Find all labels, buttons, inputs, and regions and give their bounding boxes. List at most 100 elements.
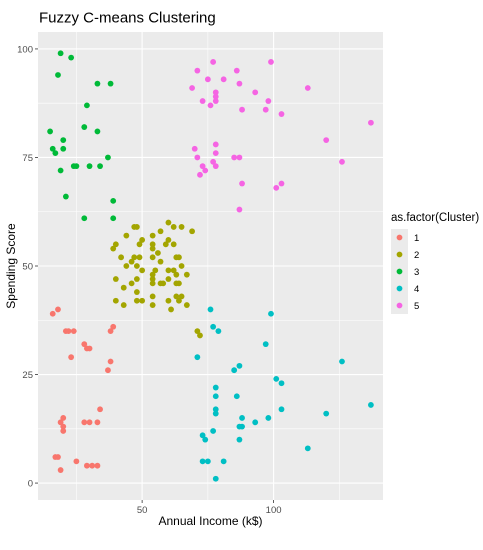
data-point-cluster-2 <box>133 297 140 304</box>
data-point-cluster-2 <box>197 332 203 339</box>
data-point-cluster-4 <box>202 436 209 443</box>
y-tick-label: 0 <box>28 479 33 490</box>
data-point-cluster-2 <box>149 271 156 278</box>
data-point-cluster-4 <box>278 380 285 387</box>
data-point-cluster-5 <box>231 154 238 161</box>
data-point-cluster-1 <box>105 367 111 374</box>
legend-label-1: 1 <box>414 233 419 244</box>
data-point-cluster-1 <box>107 328 114 335</box>
data-point-cluster-1 <box>89 462 96 469</box>
data-point-cluster-4 <box>323 410 330 417</box>
data-point-cluster-4 <box>212 475 219 482</box>
data-point-cluster-5 <box>239 180 245 187</box>
legend-symbol-2 <box>396 251 403 258</box>
data-point-cluster-2 <box>120 284 127 291</box>
y-tick-label: 25 <box>22 370 33 381</box>
data-point-cluster-5 <box>368 119 374 126</box>
data-point-cluster-3 <box>47 128 53 135</box>
data-point-cluster-3 <box>60 137 67 144</box>
data-point-cluster-3 <box>105 154 111 161</box>
y-tick-label: 100 <box>17 44 33 55</box>
data-point-cluster-1 <box>86 419 93 426</box>
data-point-cluster-2 <box>123 232 130 239</box>
data-point-cluster-2 <box>165 276 172 282</box>
data-point-cluster-5 <box>212 141 219 148</box>
legend-symbol-5 <box>396 302 403 309</box>
data-point-cluster-2 <box>194 328 201 335</box>
data-point-cluster-1 <box>81 341 88 348</box>
data-point-cluster-3 <box>57 167 64 174</box>
data-point-cluster-4 <box>304 445 311 452</box>
data-point-cluster-1 <box>60 423 67 430</box>
data-point-cluster-2 <box>149 245 156 252</box>
data-point-cluster-2 <box>128 280 135 287</box>
data-point-cluster-5 <box>268 59 274 65</box>
data-point-cluster-1 <box>55 306 61 313</box>
data-point-cluster-2 <box>176 254 182 261</box>
data-point-cluster-4 <box>215 328 222 335</box>
data-point-cluster-2 <box>165 219 172 226</box>
data-point-cluster-2 <box>133 263 140 269</box>
data-point-cluster-1 <box>94 419 101 426</box>
data-point-cluster-1 <box>60 415 67 421</box>
data-point-cluster-3 <box>110 197 117 204</box>
x-tick-label: 100 <box>266 505 282 516</box>
data-point-cluster-4 <box>231 367 238 374</box>
data-point-cluster-2 <box>152 267 159 274</box>
data-point-cluster-2 <box>160 280 167 287</box>
data-point-cluster-1 <box>49 310 56 317</box>
data-point-cluster-5 <box>265 98 272 104</box>
data-point-cluster-2 <box>165 237 172 243</box>
data-point-cluster-5 <box>339 158 345 165</box>
data-point-cluster-1 <box>110 323 117 330</box>
data-point-cluster-3 <box>110 215 117 222</box>
data-point-cluster-2 <box>149 302 156 308</box>
data-point-cluster-2 <box>139 237 146 243</box>
data-point-cluster-3 <box>81 215 88 222</box>
data-point-cluster-2 <box>136 241 143 248</box>
data-point-cluster-1 <box>60 428 67 434</box>
data-point-cluster-3 <box>107 80 114 87</box>
data-point-cluster-4 <box>262 341 269 348</box>
data-point-cluster-2 <box>110 245 117 252</box>
data-point-cluster-2 <box>123 263 130 269</box>
data-point-cluster-2 <box>139 267 146 274</box>
data-point-cluster-3 <box>86 163 93 170</box>
y-tick-label: 50 <box>22 262 33 273</box>
data-point-cluster-5 <box>194 154 201 161</box>
data-point-cluster-5 <box>278 111 285 117</box>
data-point-cluster-2 <box>149 276 156 282</box>
data-point-cluster-2 <box>170 241 177 248</box>
data-point-cluster-1 <box>68 354 75 361</box>
data-point-cluster-2 <box>189 228 195 235</box>
data-point-cluster-5 <box>189 85 195 91</box>
data-point-cluster-4 <box>199 432 206 439</box>
data-point-cluster-4 <box>204 458 211 465</box>
data-point-cluster-5 <box>262 106 269 113</box>
data-point-cluster-4 <box>236 436 243 443</box>
data-point-cluster-3 <box>62 193 69 200</box>
data-point-cluster-4 <box>339 358 345 365</box>
data-point-cluster-5 <box>212 98 219 104</box>
x-axis-title: Annual Income (k$) <box>158 514 262 528</box>
data-point-cluster-2 <box>183 302 190 308</box>
data-point-cluster-4 <box>233 393 240 400</box>
data-point-cluster-5 <box>202 167 209 174</box>
data-point-cluster-2 <box>149 280 156 287</box>
data-point-cluster-2 <box>139 297 146 304</box>
data-point-cluster-3 <box>57 50 64 57</box>
data-point-cluster-2 <box>155 250 161 256</box>
data-point-cluster-2 <box>173 271 180 278</box>
data-point-cluster-4 <box>194 354 201 361</box>
data-point-cluster-2 <box>112 276 119 282</box>
data-point-cluster-5 <box>236 154 243 161</box>
data-point-cluster-2 <box>157 258 164 265</box>
data-point-cluster-2 <box>149 254 156 261</box>
data-point-cluster-3 <box>73 163 80 170</box>
data-point-cluster-5 <box>212 89 219 96</box>
data-point-cluster-1 <box>81 419 88 426</box>
legend-label-3: 3 <box>414 267 419 278</box>
data-point-cluster-4 <box>268 310 274 317</box>
data-point-cluster-5 <box>252 89 259 96</box>
